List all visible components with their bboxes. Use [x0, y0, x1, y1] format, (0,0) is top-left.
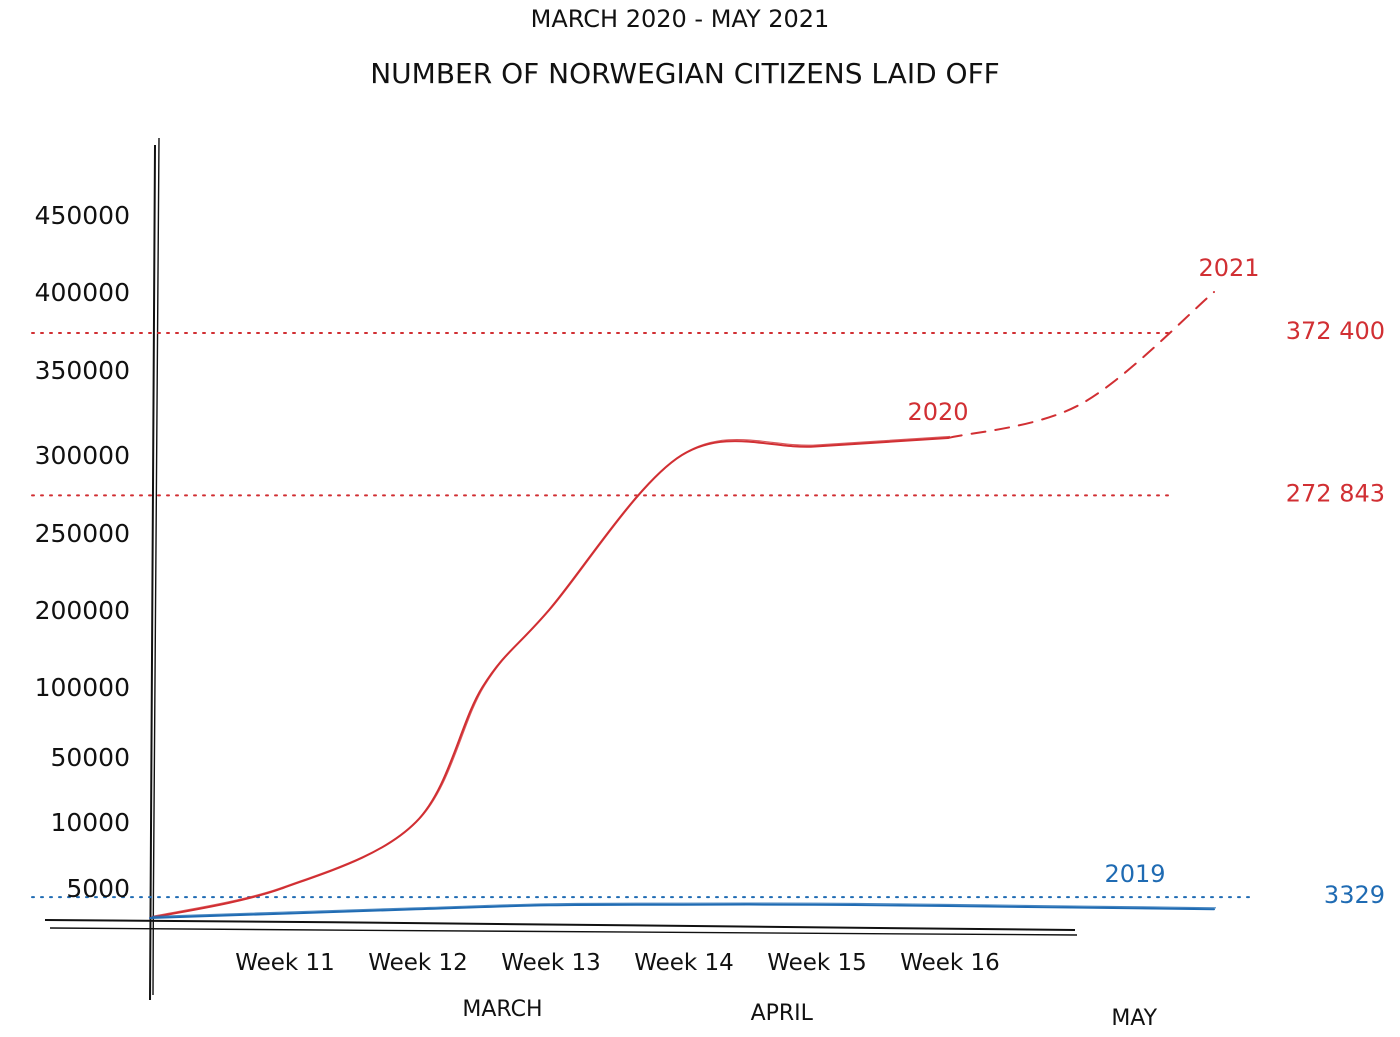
- axes: [44, 137, 1078, 1001]
- series-label-2020: 2020: [907, 398, 968, 426]
- month-label: APRIL: [751, 1001, 814, 1026]
- y-tick-label: 350000: [35, 356, 130, 385]
- y-tick-label: 100000: [35, 673, 130, 702]
- y-tick-label: 250000: [35, 519, 130, 548]
- month-label: MARCH: [462, 997, 542, 1022]
- series-line-sketch: [151, 902, 1217, 918]
- reference-line-label: 3329: [1324, 881, 1385, 909]
- month-labels: MARCH APRIL MAY: [462, 997, 1157, 1031]
- x-tick-label: Week 16: [900, 950, 1000, 976]
- x-tick-label: Week 15: [767, 950, 867, 976]
- reference-line-label: 272 843: [1286, 479, 1385, 507]
- month-label: MAY: [1111, 1006, 1157, 1031]
- series-labels: 372 400 272 843 3329 2020 2021 2019: [907, 254, 1385, 909]
- reference-line-label: 372 400: [1286, 317, 1385, 345]
- series-label-2019: 2019: [1104, 860, 1165, 888]
- x-tick-label: Week 14: [634, 950, 734, 976]
- series-line-2021: [947, 291, 1215, 439]
- y-tick-label: 10000: [50, 808, 130, 837]
- x-tick-label: Week 12: [368, 950, 468, 976]
- x-tick-label: Week 13: [501, 950, 601, 976]
- chart-subtitle: MARCH 2020 - MAY 2021: [531, 5, 830, 33]
- series-line-sketch: [151, 435, 951, 918]
- series-label-2021: 2021: [1198, 254, 1259, 282]
- series-line-2020: [149, 437, 949, 919]
- y-tick-label: 5000: [66, 874, 130, 903]
- y-tick-label: 450000: [35, 201, 130, 230]
- y-tick-label: 50000: [50, 743, 130, 772]
- series-layer: [149, 291, 1217, 919]
- y-tick-label: 200000: [35, 596, 130, 625]
- y-axis-ticks: 5000 10000 50000 100000 200000 250000 300000 35…: [35, 201, 130, 903]
- chart-title: NUMBER OF NORWEGIAN CITIZENS LAID OFF: [370, 57, 1000, 90]
- y-tick-label: 300000: [35, 441, 130, 470]
- series-line-2019: [149, 903, 1215, 919]
- y-tick-label: 400000: [35, 278, 130, 307]
- x-tick-label: Week 11: [235, 950, 335, 976]
- reference-lines: [31, 332, 1251, 899]
- x-axis-ticks: Week 11 Week 12 Week 13 Week 14 Week 15 Week …: [235, 950, 1000, 976]
